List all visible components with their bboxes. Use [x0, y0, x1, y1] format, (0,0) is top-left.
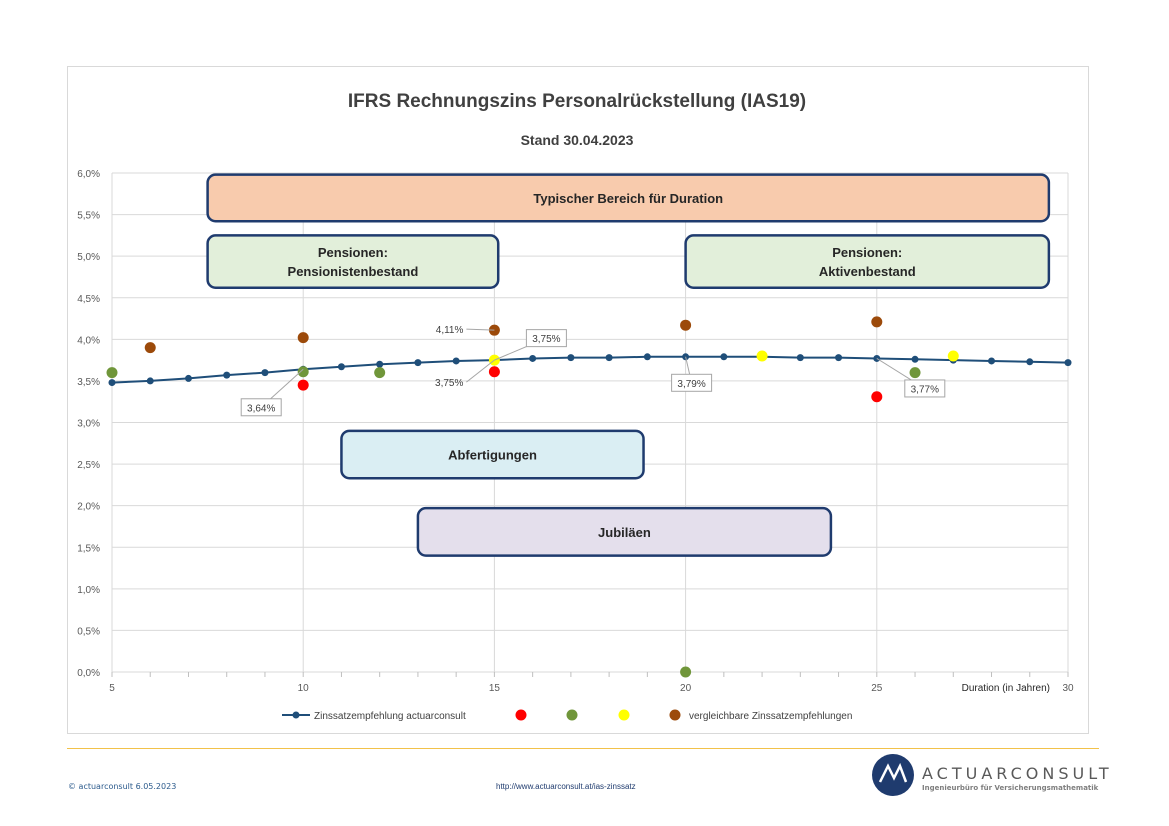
range-box-label: Pensionen: [318, 245, 388, 260]
callout-label: 3,75% [435, 378, 463, 389]
range-box [684, 234, 1051, 290]
scatter-point [756, 350, 768, 362]
line-point [643, 353, 651, 361]
y-tick-label: 5,5% [77, 211, 100, 222]
range-box-label: Jubiläen [598, 525, 651, 540]
legend-swatch [669, 709, 681, 721]
line-point [835, 354, 843, 362]
legend-label: vergleichbare Zinssatzempfehlungen [689, 711, 852, 722]
scatter-point [488, 366, 500, 378]
y-tick-label: 2,5% [77, 460, 100, 471]
line-point [1064, 359, 1072, 367]
range-box [340, 429, 645, 480]
callout-leader [466, 328, 495, 331]
logo-subtitle: Ingenieurbüro für Versicherungsmathemati… [922, 784, 1099, 792]
x-tick-label: 25 [871, 683, 883, 694]
legend-swatch [292, 711, 300, 719]
callout-box [240, 398, 282, 417]
line-point [376, 360, 384, 368]
company-logo: ACTUARCONSULT Ingenieurbüro für Versiche… [870, 752, 1109, 800]
footer-url[interactable]: http://www.actuarconsult.at/ias-zinssatz [496, 782, 636, 791]
line-point [452, 357, 460, 365]
scatter-point [297, 366, 309, 378]
callout-label: 3,77% [911, 384, 939, 395]
line-point [108, 379, 116, 387]
range-box-label: Aktivenbestand [819, 264, 916, 279]
callout-leader [466, 359, 495, 383]
scatter-point [947, 350, 959, 362]
logo-wordmark: ACTUARCONSULT [922, 764, 1113, 783]
footer-divider [67, 748, 1099, 749]
scatter-point [680, 319, 692, 331]
range-box [416, 506, 833, 557]
callout-box [525, 329, 567, 348]
line-point [146, 377, 154, 385]
callout-box [671, 373, 713, 392]
y-tick-label: 1,5% [77, 543, 100, 554]
line-point [223, 371, 231, 379]
line-point [605, 354, 613, 362]
y-tick-label: 3,5% [77, 377, 100, 388]
scatter-point [374, 367, 386, 379]
line-point [184, 374, 192, 382]
scatter-point [871, 316, 883, 328]
legend-swatch [515, 709, 527, 721]
callout-box [904, 379, 946, 398]
scatter-point [106, 367, 118, 379]
line-point [529, 354, 537, 362]
scatter-point [680, 666, 692, 678]
y-tick-label: 4,0% [77, 335, 100, 346]
y-tick-label: 0,0% [77, 668, 100, 679]
y-tick-label: 3,0% [77, 419, 100, 430]
line-point [720, 353, 728, 361]
callout-label: 3,79% [677, 379, 705, 390]
range-box-label: Pensionistenbestand [288, 264, 419, 279]
y-tick-label: 5,0% [77, 252, 100, 263]
line-point [988, 357, 996, 365]
logo-icon [872, 754, 914, 796]
callout-label: 3,64% [247, 403, 275, 414]
scatter-point [871, 391, 883, 403]
chart-title: IFRS Rechnungszins Personalrückstellung … [348, 91, 806, 112]
line-point [796, 354, 804, 362]
line-point [1026, 358, 1034, 366]
range-box [206, 173, 1051, 223]
legend-label: Zinssatzempfehlung actuarconsult [314, 711, 466, 722]
range-box-label: Typischer Bereich für Duration [533, 191, 723, 206]
chart-frame [67, 66, 1089, 734]
line-point [567, 354, 575, 362]
x-tick-label: 15 [489, 683, 501, 694]
x-axis-label: Duration (in Jahren) [962, 683, 1050, 694]
legend-swatch [618, 709, 630, 721]
copyright-text: © actuarconsult 6.05.2023 [68, 782, 177, 791]
y-tick-label: 1,0% [77, 585, 100, 596]
scatter-point [909, 367, 921, 379]
x-tick-label: 5 [109, 683, 115, 694]
callout-label: 3,75% [532, 334, 560, 345]
scatter-point [297, 379, 309, 391]
range-box-label: Abfertigungen [448, 448, 537, 463]
y-tick-label: 6,0% [77, 169, 100, 180]
x-tick-label: 30 [1062, 683, 1074, 694]
line-point [911, 355, 919, 363]
range-box-label: Pensionen: [832, 245, 902, 260]
line-point [414, 359, 422, 367]
y-tick-label: 0,5% [77, 626, 100, 637]
legend-swatch [566, 709, 578, 721]
scatter-point [297, 332, 309, 344]
line-point [261, 369, 269, 377]
x-tick-label: 10 [298, 683, 310, 694]
chart-subtitle: Stand 30.04.2023 [521, 132, 634, 148]
range-box [206, 234, 500, 290]
y-tick-label: 4,5% [77, 294, 100, 305]
line-point [337, 363, 345, 371]
series-line [111, 355, 1069, 384]
scatter-point [144, 342, 156, 354]
x-tick-label: 20 [680, 683, 692, 694]
y-tick-label: 2,0% [77, 502, 100, 513]
callout-label: 4,11% [436, 325, 464, 336]
